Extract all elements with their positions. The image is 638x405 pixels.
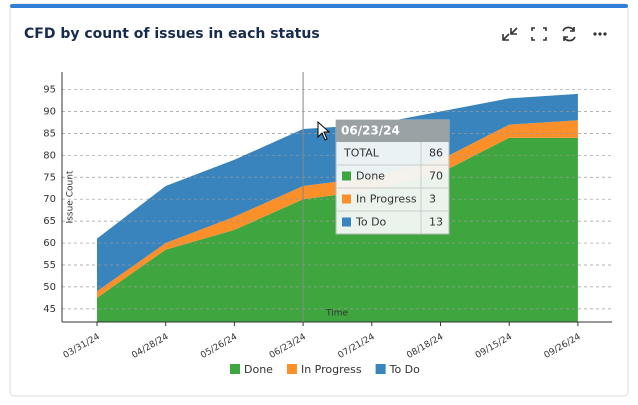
y-tick-label: 50 [43,282,56,293]
y-tick-label: 80 [43,150,56,161]
area [97,93,578,292]
y-tick-label: 70 [43,194,56,205]
y-tick-label: 55 [43,260,56,271]
tooltip-label: In Progress [356,193,417,206]
tooltip-swatch [342,171,351,181]
y-tick-label: 65 [43,216,56,227]
tooltip-value: 86 [429,147,443,160]
tooltip-value: 13 [429,216,443,229]
tooltip-swatch [342,217,351,227]
legend-swatch [286,364,297,374]
x-axis-label: Time [325,309,348,319]
y-tick-label: 85 [43,128,56,139]
tooltip-date: 06/23/24 [341,124,400,138]
y-tick-label: 90 [43,106,56,117]
minimize-icon[interactable] [502,27,518,41]
panel-title: CFD by count of issues in each status [24,26,320,42]
more-icon[interactable] [593,32,607,36]
refresh-icon[interactable] [562,26,576,42]
y-tick-label: 95 [43,85,56,96]
y-tick-label: 45 [43,304,56,315]
legend-label: In Progress [301,363,362,376]
tooltip-value: 3 [429,193,436,206]
tooltip-label: Done [356,170,385,183]
y-tick-label: 75 [43,172,56,183]
panel-accent [10,4,628,8]
cursor [317,120,331,141]
tooltip-swatch [342,194,351,204]
legend-swatch [375,364,386,374]
fullscreen-icon[interactable] [531,27,547,41]
tooltip-label: TOTAL [343,147,380,160]
y-axis-label: Issue Count [66,170,76,223]
legend-label: To Do [389,363,421,376]
toolbar[interactable] [502,26,576,42]
legend-swatch [230,364,240,374]
tooltip-value: 70 [429,170,443,183]
legend-label: Done [244,363,273,376]
tooltip-label: To Do [355,216,387,229]
tooltip: 06/23/24 TOTAL 86 Done 70 In Progress 3 To Do 13 [335,119,450,235]
tooltip-header [336,120,449,142]
y-tick-label: 60 [43,238,56,249]
